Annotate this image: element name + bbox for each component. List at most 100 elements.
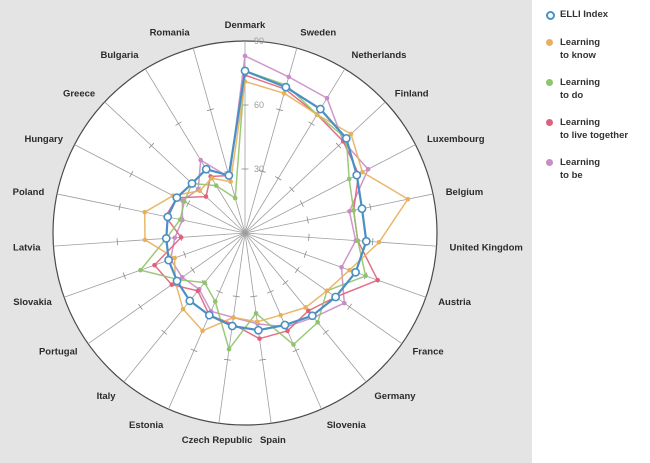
- point-be-21: [198, 157, 203, 163]
- tick-mark-16-30: [183, 251, 187, 258]
- point-elli-16: [164, 255, 174, 265]
- point-elli-22: [224, 171, 234, 180]
- point-know-1: [281, 91, 287, 96]
- point-do-9: [315, 320, 321, 325]
- tick-mark-5-30: [306, 216, 309, 224]
- tick-mark-22-60: [206, 108, 214, 112]
- point-elli-19: [172, 193, 182, 203]
- tick-mark-18-60: [118, 203, 121, 211]
- point-do-4: [346, 176, 352, 182]
- category-label-portugal: Portugal: [39, 347, 78, 358]
- tick-label-60: 60: [254, 100, 264, 110]
- point-do-13: [212, 299, 218, 304]
- tick-mark-16-60: [122, 272, 126, 280]
- tick-mark-11-60: [258, 358, 266, 361]
- spoke-15: [87, 232, 246, 345]
- point-know-8: [324, 288, 330, 294]
- point-together-17: [178, 235, 184, 240]
- point-do-10: [291, 342, 296, 347]
- point-know-20: [197, 188, 203, 194]
- point-elli-4: [352, 170, 362, 180]
- spoke-3: [244, 101, 386, 234]
- point-elli-0: [240, 66, 250, 76]
- category-label-austria: Austria: [438, 297, 471, 308]
- point-know-13: [200, 328, 205, 334]
- point-together-14: [195, 288, 201, 294]
- spoke-8: [244, 232, 403, 345]
- legend-marker-be: [546, 159, 553, 166]
- point-know-3: [348, 131, 354, 137]
- point-elli-11: [253, 325, 263, 335]
- category-label-netherlands: Netherlands: [352, 50, 407, 61]
- point-do-21: [213, 183, 219, 188]
- point-be-1: [286, 74, 292, 80]
- point-do-7: [363, 273, 368, 279]
- point-know-21: [209, 176, 215, 181]
- point-be-0: [242, 53, 248, 59]
- legend-label-elli: ELLI Index: [560, 9, 609, 20]
- spoke-19: [74, 144, 246, 234]
- legend-item-be: Learning to be: [540, 156, 650, 194]
- point-elli-8: [331, 292, 341, 302]
- series-line-do: [139, 70, 367, 350]
- point-together-16: [152, 262, 157, 268]
- category-label-united-kingdom: United Kingdom: [450, 243, 523, 254]
- spoke-4: [244, 144, 416, 234]
- legend-label-together: Learning to live together: [560, 117, 629, 141]
- tick-mark-2-60: [308, 121, 315, 126]
- category-label-poland: Poland: [13, 187, 45, 198]
- tick-label-90: 90: [254, 36, 264, 46]
- point-know-4: [360, 169, 365, 175]
- tick-mark-21-60: [175, 121, 182, 126]
- point-elli-15: [172, 276, 182, 286]
- category-label-germany: Germany: [374, 391, 416, 402]
- legend-item-together: Learning to live together: [540, 116, 650, 154]
- tick-mark-15-60: [138, 303, 143, 310]
- point-elli-2: [315, 104, 325, 114]
- point-know-17: [142, 237, 148, 243]
- point-together-15: [169, 282, 175, 287]
- legend-label-do: Learning to do: [560, 77, 601, 101]
- legend-label-know: Learning to know: [560, 37, 601, 61]
- point-be-5: [347, 208, 352, 214]
- point-know-6: [376, 239, 382, 245]
- point-do-11: [253, 311, 259, 316]
- point-know-16: [172, 255, 177, 261]
- tick-mark-20-60: [148, 142, 155, 149]
- category-label-sweden: Sweden: [300, 28, 336, 39]
- tick-mark-3-30: [289, 186, 295, 193]
- point-do-5: [351, 208, 356, 213]
- category-label-belgium: Belgium: [446, 187, 483, 198]
- spoke-6: [244, 232, 437, 247]
- category-label-denmark: Denmark: [225, 20, 266, 31]
- legend-item-elli: ELLI Index: [540, 8, 650, 34]
- point-elli-3: [341, 133, 351, 143]
- tick-mark-8-60: [347, 303, 352, 310]
- radar-grid: [52, 40, 438, 426]
- radar-chart: 30 60 90 Denmark Sweden Netherlands Finland Lux…: [13, 20, 523, 446]
- tick-mark-2-30: [275, 176, 282, 181]
- tick-mark-7-30: [303, 251, 307, 258]
- tick-mark-1-30: [258, 170, 266, 173]
- category-label-spain: Spain: [260, 435, 286, 446]
- point-together-20: [203, 194, 209, 199]
- tick-mark-5-60: [369, 203, 372, 211]
- tick-mark-3-60: [335, 142, 342, 149]
- legend: ELLI Index Learning to know Learning to do…: [540, 8, 650, 196]
- legend-marker-together: [546, 119, 553, 126]
- spoke-18: [56, 193, 246, 234]
- category-label-czech-republic: Czech Republic: [182, 435, 253, 446]
- point-know-2: [314, 112, 320, 117]
- point-do-6: [355, 238, 361, 244]
- point-be-17: [172, 235, 178, 241]
- spoke-20: [104, 101, 246, 234]
- legend-item-know: Learning to know: [540, 36, 650, 74]
- point-elli-6: [361, 236, 371, 246]
- point-elli-14: [185, 296, 195, 306]
- point-know-5: [405, 196, 411, 202]
- tick-mark-1-60: [276, 108, 284, 112]
- category-label-finland: Finland: [395, 89, 429, 100]
- tick-mark-13-60: [190, 348, 198, 353]
- spoke-13: [168, 232, 246, 410]
- point-elli-12: [227, 321, 237, 331]
